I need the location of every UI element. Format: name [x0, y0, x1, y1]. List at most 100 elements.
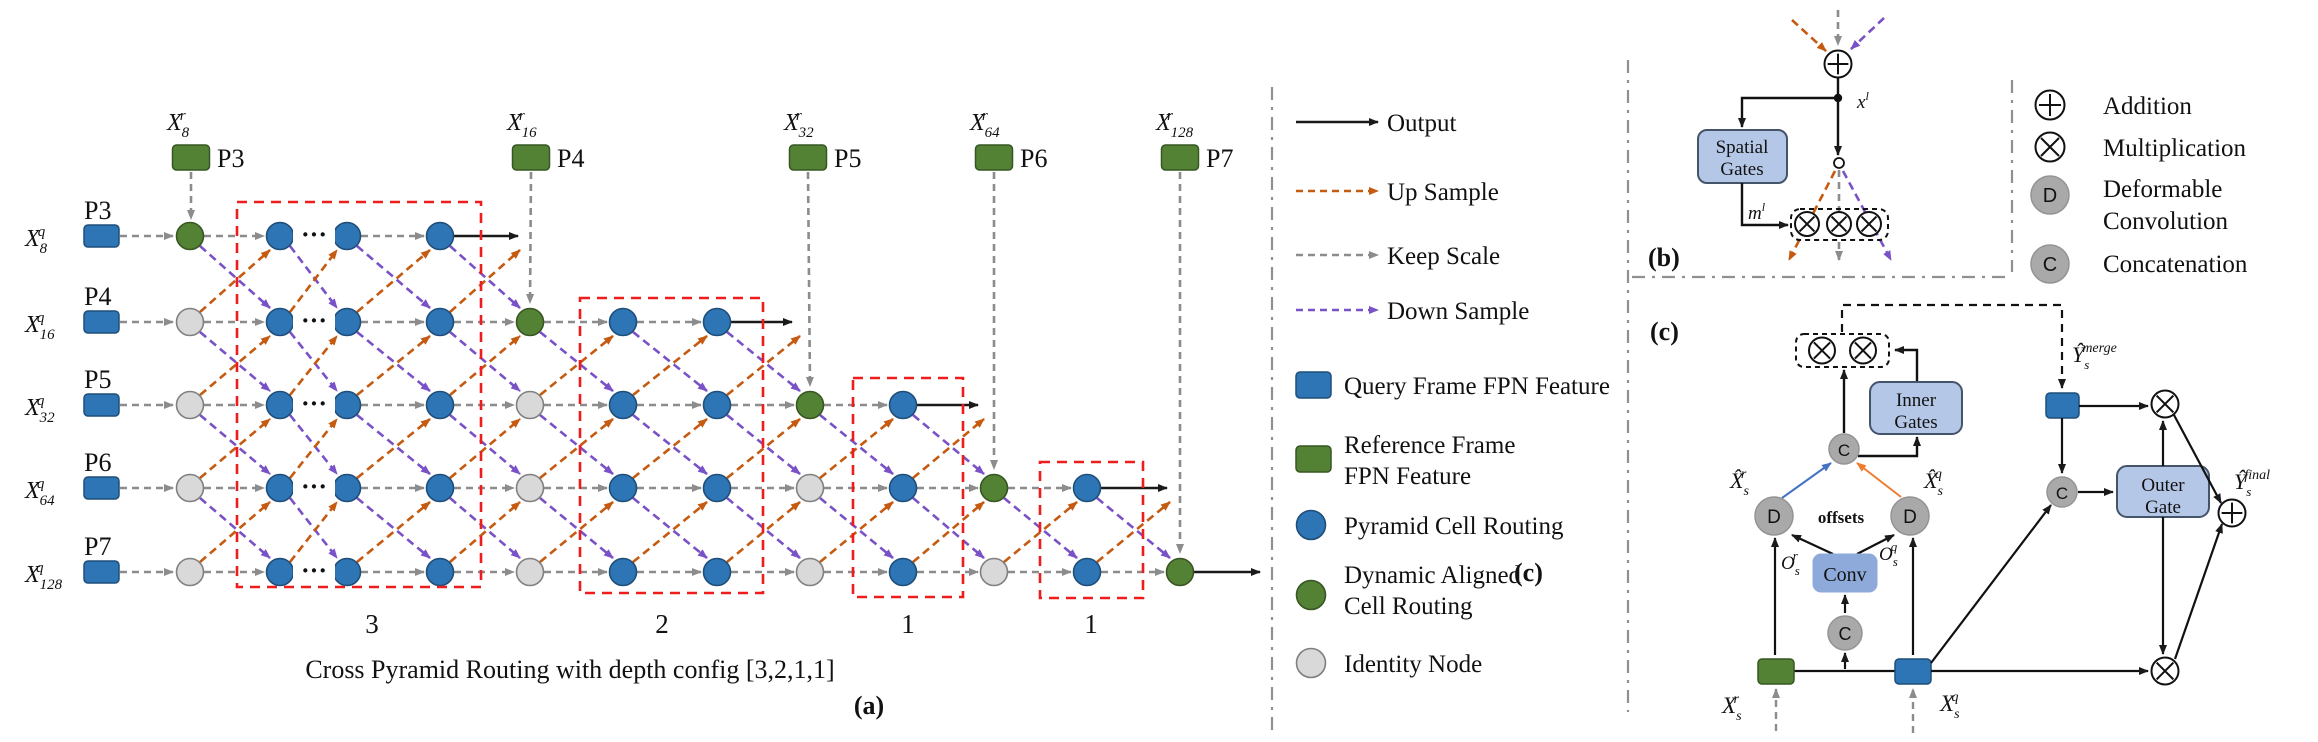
offset-r-label: Osr	[1781, 548, 1800, 578]
panel-c-label: (c)	[1650, 317, 1679, 346]
concat-letter-inner: C	[1838, 441, 1850, 460]
depth-stage-box	[1038, 460, 1145, 600]
query-fpn-feature-square	[83, 476, 120, 500]
concat-letter: C	[2043, 254, 2057, 276]
pyramid-cell-node	[608, 307, 638, 337]
dynamic-aligned-cell-node	[795, 390, 825, 420]
query-fpn-feature-square	[83, 560, 120, 584]
ref-level-label: P3	[217, 144, 244, 173]
symbols-legend: D C Addition Multiplication Deformable Convol…	[2030, 89, 2248, 284]
panel-a-label: (a)	[854, 691, 884, 720]
math-label: X128r	[1155, 108, 1194, 141]
identity-node	[175, 307, 205, 337]
pyramid-cell-node	[702, 390, 732, 420]
pyramid-cell-node	[265, 557, 295, 587]
pyramid-cell-node	[1072, 473, 1102, 503]
pyramid-cell-node	[332, 390, 362, 420]
dynamic-aligned-cell-node	[1165, 557, 1195, 587]
identity-node	[175, 557, 205, 587]
reference-fpn-feature-square	[788, 144, 828, 171]
depth-stage-label: 2	[655, 609, 669, 639]
pyramid-cell-node	[608, 557, 638, 587]
x-hat-q-label: X̂sq	[1923, 467, 1943, 499]
m-l-label: ml	[1748, 200, 1766, 224]
deform-conv-letter-left: D	[1767, 507, 1781, 528]
pyramid-cell-node	[1072, 557, 1102, 587]
pyramid-cell-node	[332, 557, 362, 587]
legend-marker-label: Cell Routing	[1344, 593, 1473, 620]
panel-dividers	[1270, 60, 2014, 737]
depth-stage-box	[578, 296, 765, 595]
math-label: X64q	[24, 476, 55, 509]
identity-node	[515, 473, 545, 503]
depth-stage-box	[851, 376, 965, 599]
legend-marker-label: Pyramid Cell Routing	[1344, 513, 1564, 540]
pyramid-cell-node	[888, 557, 918, 587]
math-label: X8r	[166, 108, 190, 141]
query-level-label: P6	[84, 448, 111, 477]
conv-box	[1812, 553, 1878, 593]
identity-node	[175, 473, 205, 503]
conv-label: Conv	[1823, 564, 1866, 586]
ellipsis-dots: ···	[301, 220, 327, 249]
pyramid-cell-node	[702, 557, 732, 587]
legend-arrow-label: Keep Scale	[1387, 243, 1500, 270]
inner-gates-line1: Inner	[1896, 390, 1937, 411]
query-fpn-feature-square	[83, 224, 120, 248]
pyramid-cell-node	[425, 473, 455, 503]
query-level-label: P5	[84, 365, 111, 394]
concatenation-icon	[2030, 244, 2070, 284]
merge-feature-square	[2045, 392, 2080, 419]
math-label: X128q	[24, 560, 63, 593]
pyramid-cell-node	[608, 473, 638, 503]
dynamic-aligned-cell-node	[515, 307, 545, 337]
concat-letter-lower: C	[1839, 624, 1852, 644]
panel-c-geometry	[1754, 303, 2247, 733]
identity-node	[175, 390, 205, 420]
inner-gates-box	[1869, 381, 1963, 435]
pyramid-cell-node	[702, 307, 732, 337]
legend-marker-label: FPN Feature	[1344, 463, 1471, 490]
depth-stage-label: 1	[1084, 609, 1098, 639]
ellipsis-dots: ···	[301, 472, 327, 501]
ref-level-label: P5	[834, 144, 861, 173]
legend-arrow-label: Down Sample	[1387, 298, 1529, 325]
split-node	[1833, 157, 1845, 169]
x-s-q-label: Xsq	[1939, 690, 1960, 722]
panel-a: ··· ··· ··· ··· ··· 3 2 1 1 P3 X8q P3 X8r P4 X16q P4 X16…	[24, 108, 1261, 639]
ellipsis-dots: ···	[301, 389, 327, 418]
pyramid-cell-node	[702, 473, 732, 503]
ref-level-label: P7	[1206, 144, 1233, 173]
identity-node	[979, 557, 1009, 587]
legend-marker-label: Dynamic Aligned	[1344, 562, 1522, 589]
ellipsis-dots: ···	[301, 306, 327, 335]
depth-stage-box	[235, 200, 483, 589]
dynamic-aligned-cell-node	[979, 473, 1009, 503]
pyramid-cell-node	[265, 390, 295, 420]
symbol-label: Addition	[2103, 93, 2192, 120]
deform-conv-letter-right: D	[1903, 507, 1917, 528]
y-final-label: Ŷsfinal	[2234, 468, 2270, 499]
x-s-r-label: Xsr	[1721, 692, 1742, 724]
gate-multiply-box	[1790, 208, 1889, 241]
pyramid-cell-node	[265, 307, 295, 337]
stray-panel-c-label: (c)	[1514, 558, 1543, 587]
ref-level-label: P6	[1020, 144, 1047, 173]
math-label: X16r	[506, 108, 537, 141]
query-level-label: P7	[84, 532, 111, 561]
legend-marker-label: Reference Frame	[1344, 432, 1515, 459]
query-level-label: P3	[84, 196, 111, 225]
pyramid-cell-node	[332, 473, 362, 503]
query-feature-square	[1894, 658, 1932, 685]
query-fpn-feature-square	[83, 310, 120, 334]
pyramid-cell-node	[425, 390, 455, 420]
legend-marker-circle	[1295, 509, 1327, 541]
pyramid-cell-node	[425, 557, 455, 587]
deformable-conv-icon	[2030, 175, 2070, 215]
concat-node-inner	[1828, 433, 1860, 465]
concat-node-outer	[2046, 476, 2078, 508]
deform-conv-node-right	[1890, 496, 1930, 536]
pyramid-cell-node	[332, 307, 362, 337]
